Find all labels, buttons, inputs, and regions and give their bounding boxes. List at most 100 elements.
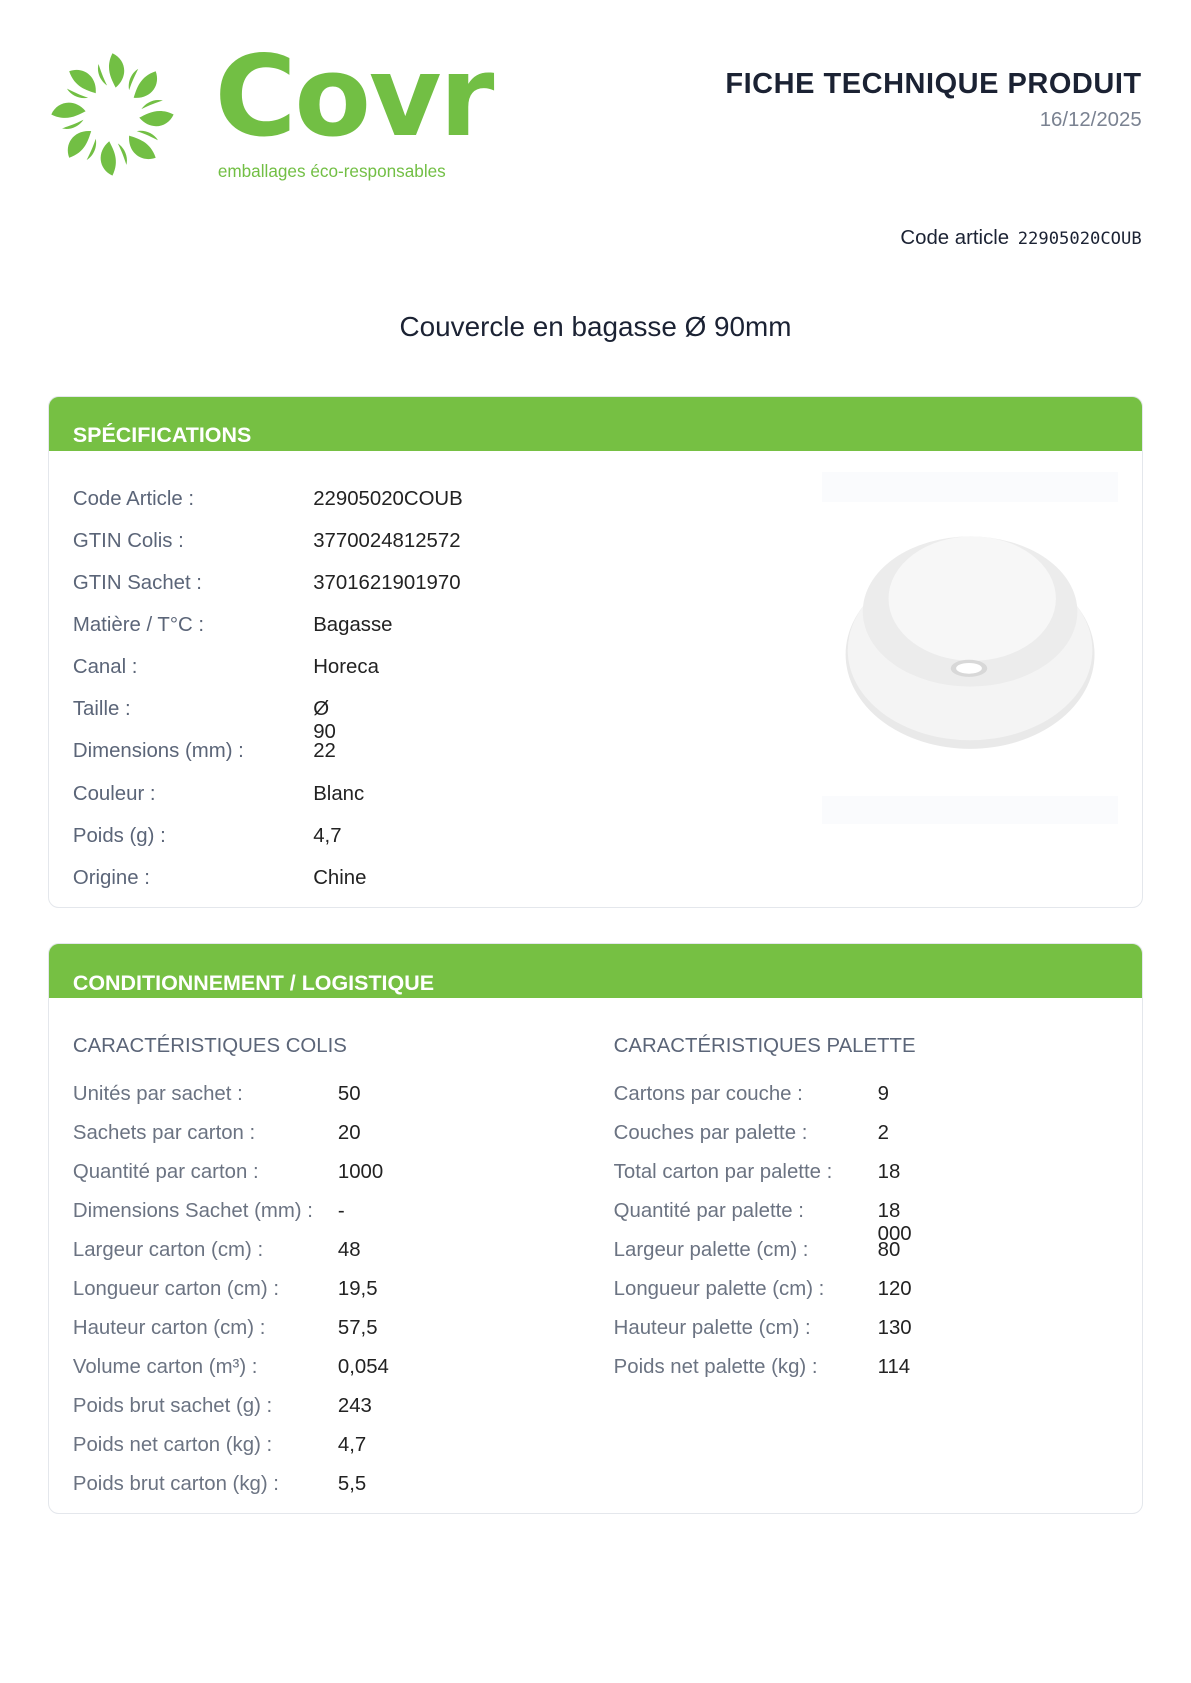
colis-label: Dimensions Sachet (mm) : [72,1199,313,1222]
palette-row: Total carton par palette : 18 [613,1160,901,1184]
colis-value: 5,5 [337,1473,367,1496]
colis-label: Poids net carton (kg) : [72,1434,273,1457]
specifications-card: SPÉCIFICATIONS Code Article : 22905020COU… [48,395,1143,908]
spec-value: 3770024812572 [313,530,461,553]
palette-value: 18 [877,1160,901,1183]
spec-row: Matière / T°C : Bagasse [72,614,393,637]
spec-label: Canal : [72,656,138,679]
colis-value: 243 [337,1395,372,1418]
spec-label: Dimensions (mm) : [72,740,244,763]
leaf-shape [69,70,96,94]
logistics-heading: CONDITIONNEMENT / LOGISTIQUE [72,970,435,995]
spec-value: 3701621901970 [313,572,461,595]
spec-row: GTIN Sachet : 3701621901970 [72,572,461,595]
leaf-shape [109,53,125,88]
colis-value: - [337,1199,345,1222]
colis-value: 50 [337,1082,361,1105]
spec-label: Origine : [72,866,150,889]
palette-value: 9 [877,1082,889,1105]
colis-row: Dimensions Sachet (mm) : - [72,1199,345,1223]
colis-value: 0,054 [337,1355,389,1378]
palette-row: Cartons par couche : 9 [613,1082,889,1106]
colis-label: Quantité par carton : [72,1160,259,1183]
article-code: Code article 22905020COUB [900,227,1141,250]
spec-label: Code Article : [72,488,195,511]
leaf-shape [139,111,174,127]
colis-value: 1000 [337,1160,384,1183]
spec-row: Poids (g) : 4,7 [72,824,342,848]
spec-label: GTIN Colis : [72,530,184,553]
article-code-label: Code article [900,227,1010,250]
spec-row: GTIN Colis : 3770024812572 [72,530,461,553]
spec-label: Poids (g) : [72,824,166,847]
brand-name: Covr [214,32,495,163]
specifications-heading: SPÉCIFICATIONS [72,423,252,448]
leaf-shape [129,136,156,160]
article-code-value: 22905020COUB [1017,229,1142,250]
palette-value: 120 [877,1277,912,1300]
colis-value: 19,5 [337,1277,378,1300]
colis-label: Unités par sachet : [72,1082,243,1105]
spec-label: GTIN Sachet : [72,572,202,595]
palette-label: Cartons par couche : [613,1082,803,1105]
palette-row: Largeur palette (cm) : 80 [613,1238,901,1262]
colis-value: 57,5 [337,1316,378,1339]
colis-value: 48 [337,1238,361,1261]
colis-row: Poids brut sachet (g) : 243 [72,1395,372,1418]
logistics-header: CONDITIONNEMENT / LOGISTIQUE [49,944,1142,998]
colis-row: Longueur carton (cm) : 19,5 [72,1277,378,1301]
spec-label: Taille : [72,698,131,721]
colis-label: Hauteur carton (cm) : [72,1316,266,1339]
leaf-shape [68,131,92,159]
spec-row: Couleur : Blanc [72,782,364,806]
colis-row: Quantité par carton : 1000 [72,1160,383,1184]
colis-label: Sachets par carton : [72,1121,256,1144]
palette-label: Poids net palette (kg) : [613,1355,818,1378]
spec-row: Origine : Chine [72,866,367,890]
spec-value: Blanc [313,782,365,805]
palette-label: Quantité par palette : [613,1199,804,1222]
spec-label: Matière / T°C : [72,614,205,637]
colis-value: 20 [337,1121,361,1144]
colis-row: Hauteur carton (cm) : 57,5 [72,1316,378,1340]
palette-value: 18 000 [877,1199,912,1245]
palette-row: Poids net palette (kg) : 114 [613,1355,910,1379]
spec-row: Canal : Horeca [72,656,379,679]
colis-label: Largeur carton (cm) : [72,1238,264,1261]
leaf-shape [133,71,158,99]
palette-heading: CARACTÉRISTIQUES PALETTE [613,1035,916,1058]
palette-value: 2 [877,1121,889,1144]
product-image-lid [821,472,1118,824]
colis-row: Poids brut carton (kg) : 5,5 [72,1473,366,1496]
colis-label: Longueur carton (cm) : [72,1277,279,1300]
spec-value: Ø 90 [313,698,336,744]
colis-label: Poids brut sachet (g) : [72,1395,273,1418]
leaf-ring-logo-icon [51,53,174,176]
colis-value: 4,7 [337,1434,367,1457]
spec-row: Code Article : 22905020COUB [72,488,463,511]
palette-label: Couches par palette : [613,1121,808,1144]
palette-label: Largeur palette (cm) : [613,1238,809,1261]
spec-row: Taille : Ø 90 [72,698,336,743]
colis-row: Poids net carton (kg) : 4,7 [72,1434,366,1457]
colis-label: Poids brut carton (kg) : [72,1473,279,1496]
colis-label: Volume carton (m³) : [72,1355,258,1378]
palette-value: 130 [877,1316,912,1339]
spec-row: Dimensions (mm) : 22 [72,740,336,763]
palette-label: Longueur palette (cm) : [613,1277,825,1300]
spec-value: Horeca [313,656,379,679]
palette-row: Quantité par palette : 18 000 [613,1199,912,1245]
palette-label: Hauteur palette (cm) : [613,1316,811,1339]
document-title: FICHE TECHNIQUE PRODUIT [725,67,1142,100]
spec-value: 22905020COUB [313,488,463,511]
brand-tagline: emballages éco-responsables [217,160,446,181]
document-date: 16/12/2025 [1039,109,1142,132]
leaf-shape [51,103,86,119]
palette-row: Couches par palette : 2 [613,1121,889,1145]
colis-row: Largeur carton (cm) : 48 [72,1238,361,1262]
specifications-header: SPÉCIFICATIONS [49,396,1142,451]
palette-label: Total carton par palette : [613,1160,833,1183]
spec-label: Couleur : [72,782,156,805]
spec-value: Bagasse [313,614,393,637]
product-title: Couvercle en bagasse Ø 90mm [399,311,792,343]
